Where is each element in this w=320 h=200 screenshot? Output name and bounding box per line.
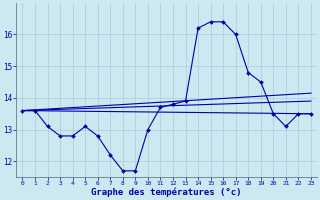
- X-axis label: Graphe des températures (°c): Graphe des températures (°c): [92, 188, 242, 197]
